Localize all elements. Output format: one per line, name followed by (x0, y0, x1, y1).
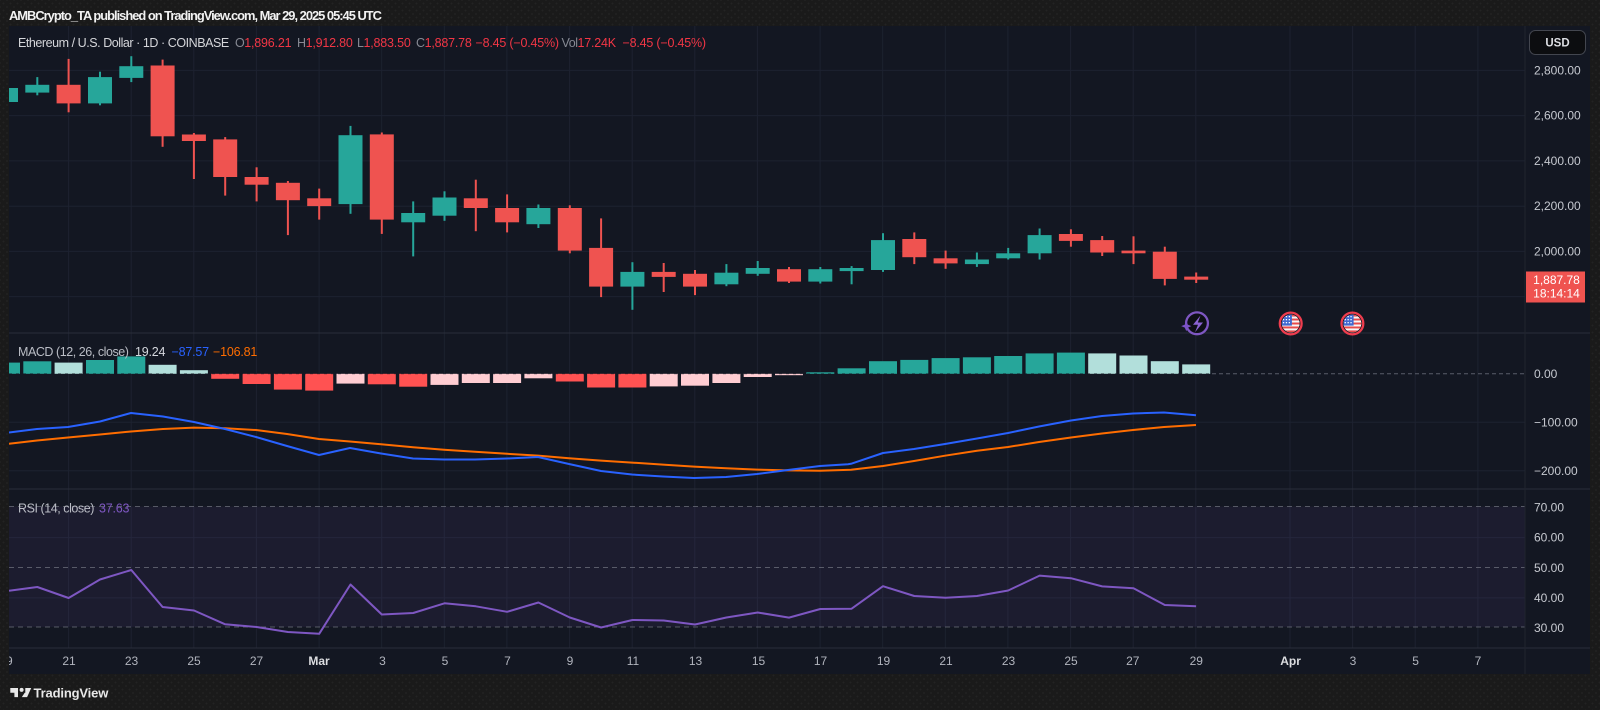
svg-text:70.00: 70.00 (1534, 501, 1564, 515)
svg-text:19: 19 (877, 654, 891, 668)
svg-text:2,200.00: 2,200.00 (1534, 199, 1581, 213)
svg-text:Ethereum / U.S. Dollar · 1D ·: Ethereum / U.S. Dollar · 1D · COINBASE O1… (18, 36, 706, 50)
svg-text:9: 9 (567, 654, 574, 668)
svg-text:23: 23 (1002, 654, 1016, 668)
svg-text:25: 25 (187, 654, 201, 668)
svg-text:19: 19 (0, 654, 13, 668)
svg-text:2,000.00: 2,000.00 (1534, 244, 1581, 258)
svg-text:−200.00: −200.00 (1534, 464, 1578, 478)
svg-text:50.00: 50.00 (1534, 561, 1564, 575)
svg-text:5: 5 (442, 654, 449, 668)
svg-text:2,400.00: 2,400.00 (1534, 154, 1581, 168)
svg-text:21: 21 (62, 654, 76, 668)
svg-text:21: 21 (939, 654, 953, 668)
svg-text:17: 17 (814, 654, 828, 668)
svg-text:Apr: Apr (1280, 654, 1301, 668)
svg-text:40.00: 40.00 (1534, 591, 1564, 605)
svg-text:−100.00: −100.00 (1534, 415, 1578, 429)
svg-text:23: 23 (125, 654, 139, 668)
svg-text:AMBCrypto_TA published on Trad: AMBCrypto_TA published on TradingView.co… (9, 8, 382, 23)
svg-text:1,887.78: 1,887.78 (1533, 273, 1580, 287)
svg-text:2,600.00: 2,600.00 (1534, 109, 1581, 123)
svg-text:RSI (14, close)37.63: RSI (14, close) 37.63 (18, 502, 130, 516)
svg-text:18:14:14: 18:14:14 (1533, 287, 1580, 301)
svg-text:0.00: 0.00 (1534, 367, 1558, 381)
svg-text:11: 11 (627, 654, 640, 668)
svg-text:3: 3 (379, 654, 386, 668)
svg-text:27: 27 (1126, 654, 1140, 668)
svg-text:USD: USD (1545, 38, 1569, 50)
svg-text:29: 29 (1190, 654, 1204, 668)
svg-text:60.00: 60.00 (1534, 531, 1564, 545)
svg-text:25: 25 (1064, 654, 1078, 668)
svg-text:30.00: 30.00 (1534, 621, 1564, 635)
svg-text:27: 27 (250, 654, 264, 668)
svg-text:Mar: Mar (308, 654, 330, 668)
svg-text:7: 7 (1475, 654, 1482, 668)
svg-text:13: 13 (689, 654, 703, 668)
svg-text:5: 5 (1412, 654, 1419, 668)
svg-text:2,800.00: 2,800.00 (1534, 63, 1581, 77)
svg-text:3: 3 (1350, 654, 1357, 668)
svg-text:7: 7 (504, 654, 511, 668)
svg-text:TradingView: TradingView (34, 685, 110, 700)
svg-text:15: 15 (752, 654, 766, 668)
svg-text:MACD (12, 26, close)19.24−87.5: MACD (12, 26, close) 19.24 −87.57 −106.81 (18, 345, 257, 359)
